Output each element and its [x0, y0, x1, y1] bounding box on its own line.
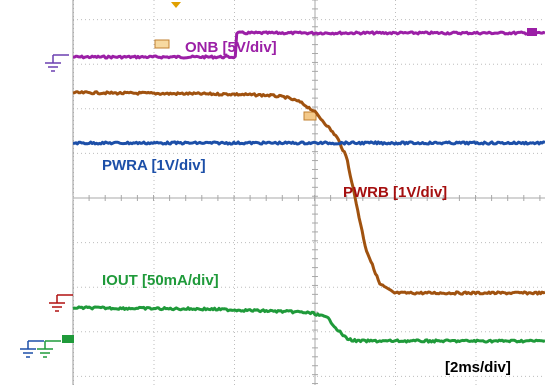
trace-onb	[72, 30, 545, 60]
graticule	[72, 0, 545, 385]
trace-pwra	[72, 140, 545, 146]
trace-iout	[72, 305, 545, 344]
timebase-label: [2ms/div]	[445, 359, 511, 376]
ground-marker-onb	[45, 54, 69, 72]
traces	[72, 30, 545, 344]
iout-offset-tag	[62, 335, 74, 343]
ground-marker-iout	[37, 340, 61, 358]
onb-label: ONB [5V/div]	[185, 39, 277, 56]
trigger-marker	[171, 2, 181, 8]
pwrb-label: PWRB [1V/div]	[343, 184, 447, 201]
iout-label: IOUT [50mA/div]	[102, 272, 219, 289]
ground-marker-pwrb	[49, 294, 73, 312]
trace-pwrb	[72, 90, 545, 296]
cursor-tag-onb	[154, 39, 170, 49]
ground-marker-pwra	[20, 340, 44, 358]
cursor-tag-pwrb	[303, 111, 317, 121]
pwra-label: PWRA [1V/div]	[102, 157, 206, 174]
